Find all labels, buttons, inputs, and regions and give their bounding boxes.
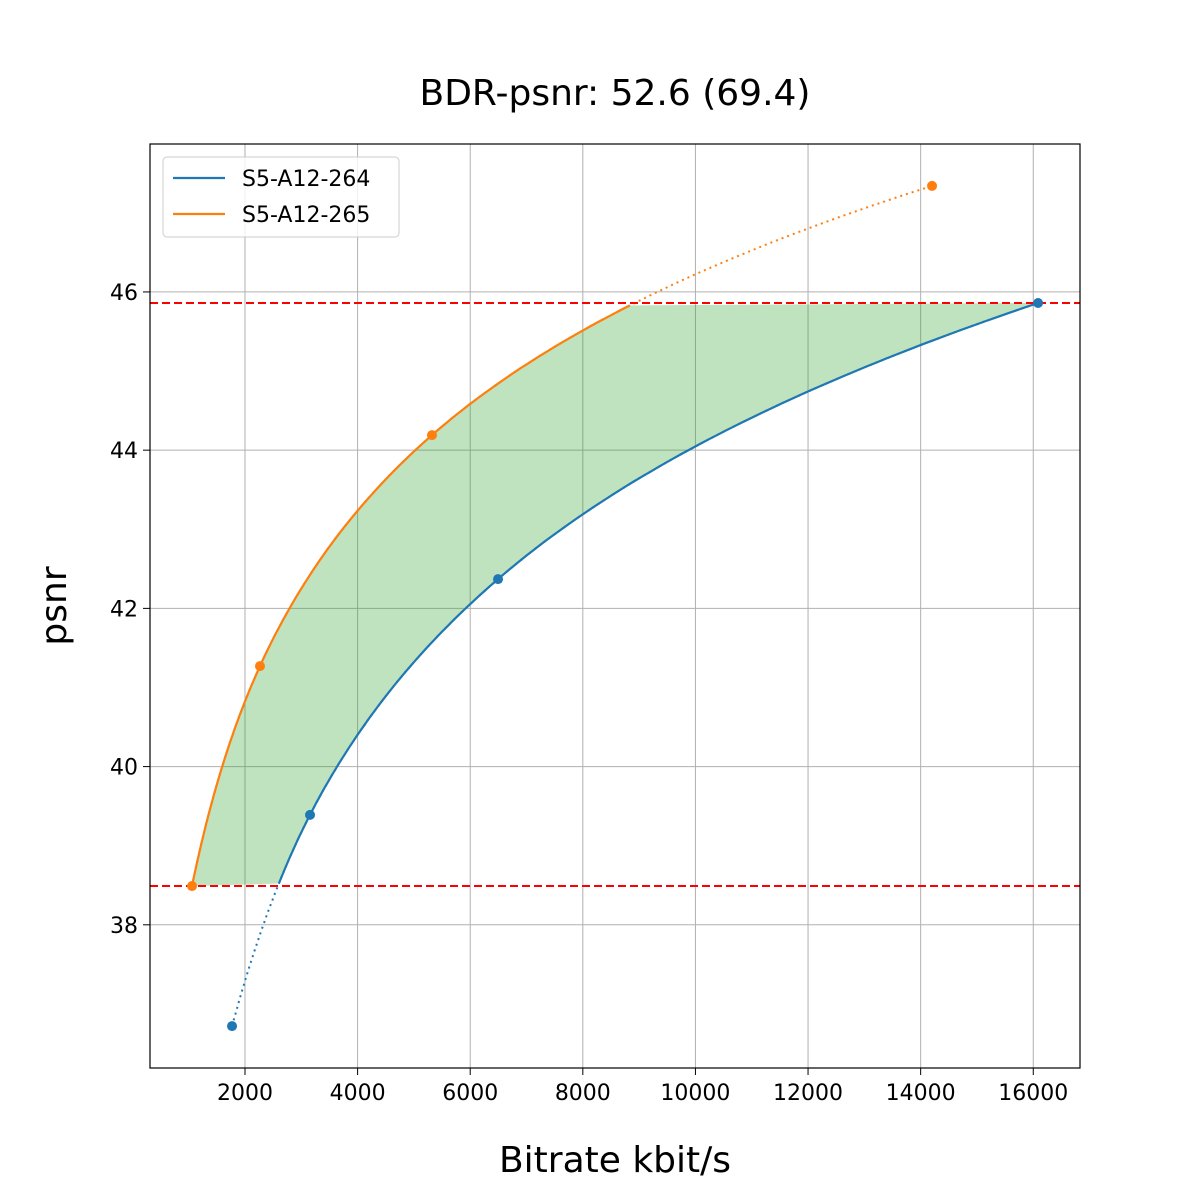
- fill-between-polygon: [192, 303, 1039, 886]
- data-point: [1033, 298, 1044, 309]
- y-tick-label: 46: [110, 281, 138, 306]
- reference-lines: [150, 302, 1080, 888]
- plot-frame: [149, 143, 1081, 1069]
- x-tick-label: 12000: [773, 1081, 843, 1106]
- data-point: [927, 180, 938, 191]
- x-tick-label: 14000: [886, 1081, 956, 1106]
- y-axis-label: psnr: [34, 566, 75, 645]
- grid: [150, 144, 1080, 1068]
- fill-between-area: [192, 303, 1039, 886]
- y-tick-label: 42: [110, 597, 138, 622]
- data-point: [493, 574, 504, 585]
- chart-title: BDR-psnr: 52.6 (69.4): [420, 73, 811, 114]
- y-tick-label: 40: [110, 756, 138, 781]
- legend: S5-A12-264 S5-A12-265: [162, 156, 400, 238]
- series-lines: [190, 184, 1039, 1027]
- x-tick-label: 10000: [660, 1081, 730, 1106]
- series-line: [277, 301, 1039, 884]
- x-tick-label: 6000: [442, 1081, 498, 1106]
- x-tick-label: 2000: [217, 1081, 273, 1106]
- legend-label: S5-A12-265: [242, 203, 370, 228]
- data-point: [227, 1021, 238, 1032]
- series-points: [187, 180, 1044, 1032]
- y-tick-label: 44: [110, 439, 138, 464]
- data-point: [426, 430, 437, 441]
- x-tick-label: 4000: [330, 1081, 386, 1106]
- x-axis-label: Bitrate kbit/s: [499, 1140, 731, 1181]
- data-point: [305, 809, 316, 820]
- data-point: [187, 881, 198, 892]
- y-tick-label: 38: [110, 914, 138, 939]
- x-tick-label: 8000: [555, 1081, 611, 1106]
- series-line: [190, 304, 631, 887]
- x-tick-label: 16000: [998, 1081, 1068, 1106]
- data-point: [254, 661, 265, 672]
- ticks: 2000 4000 6000 8000 10000 12000 14000 16000 38 40…: [110, 281, 1068, 1106]
- legend-label: S5-A12-264: [242, 167, 370, 192]
